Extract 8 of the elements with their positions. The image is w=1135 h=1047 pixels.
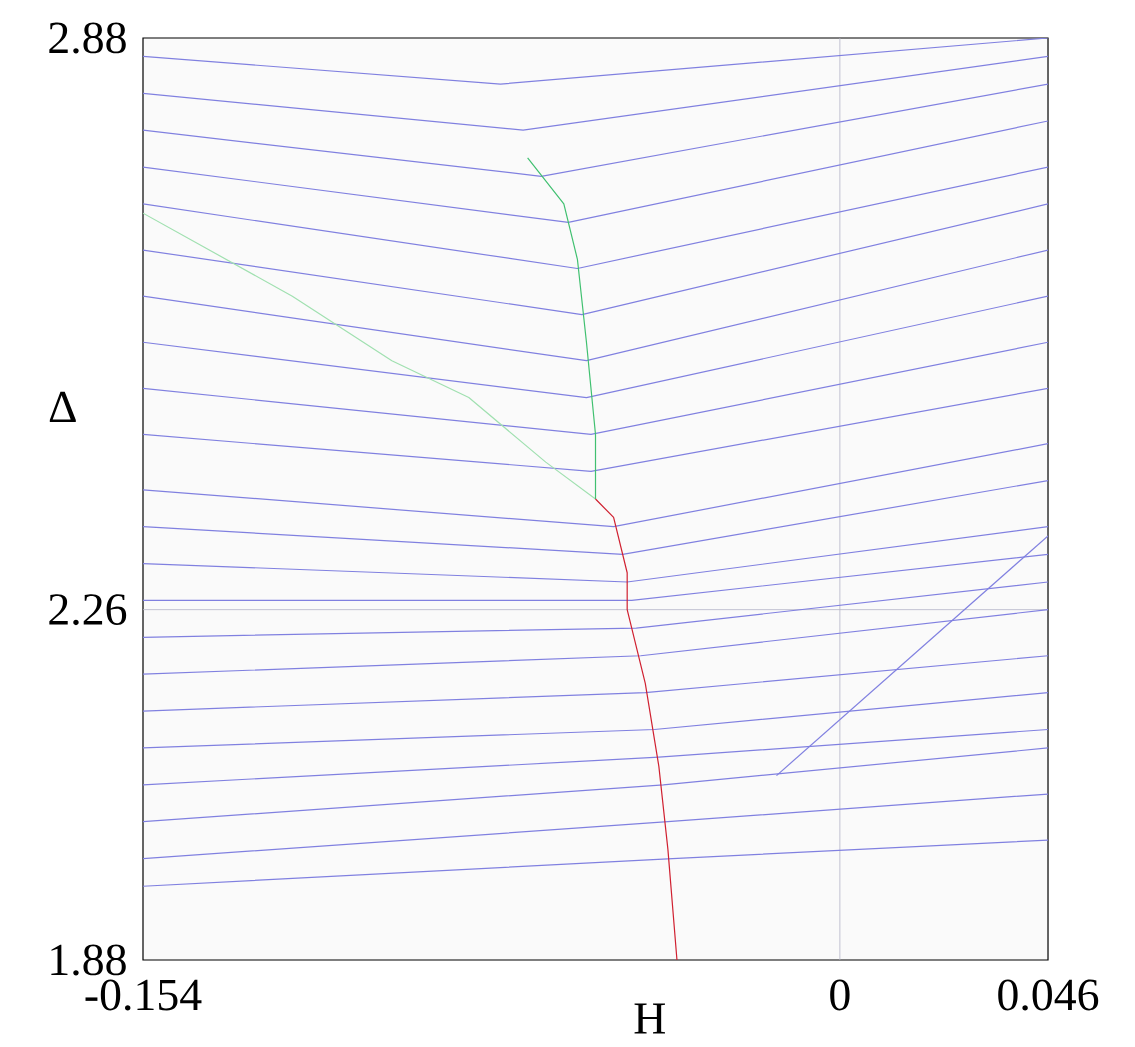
y-tick-label: 2.26 [49,594,127,626]
x-tick-label: 0 [830,979,850,1011]
x-tick-label: -0.154 [85,979,202,1011]
x-tick-label: 0.046 [998,979,1099,1011]
y-tick-label: 1.88 [51,944,126,976]
y-axis-title: Δ [49,391,76,422]
x-axis-title: H [634,1003,666,1034]
y-tick-label: 2.88 [49,22,126,54]
